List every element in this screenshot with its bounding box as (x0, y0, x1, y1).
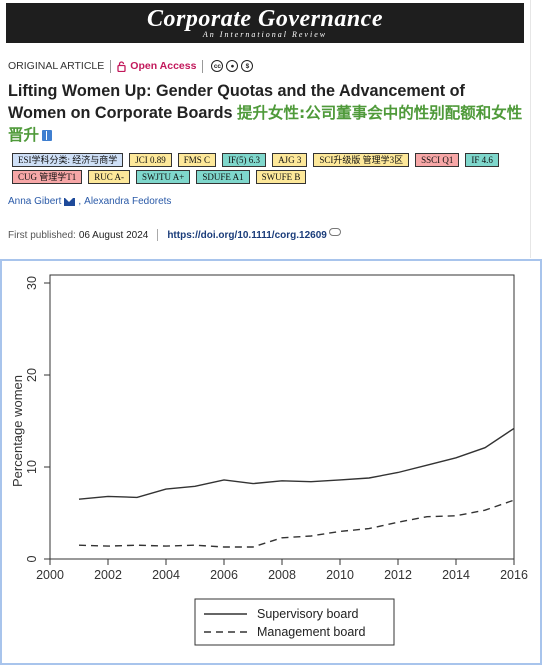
author-list: Anna Gibert , Alexandra Fedorets (8, 196, 171, 207)
open-access-badge[interactable]: Open Access (117, 60, 196, 72)
series-line-management-board (78, 499, 515, 548)
rank-badge: JCI 0.89 (129, 153, 172, 167)
y-axis-label: Percentage women (10, 375, 25, 487)
author-name[interactable]: Alexandra Fedorets (84, 196, 172, 207)
article-card: Corporate Governance An International Re… (0, 0, 531, 258)
publication-info: First published: 06 August 2024 https://… (8, 228, 341, 241)
rank-badge: RUC A- (88, 170, 131, 184)
rank-badge: SDUFE A1 (196, 170, 250, 184)
rank-badge: FMS C (177, 153, 217, 167)
x-tick-label: 2014 (442, 568, 470, 582)
rank-badge: SSCI Q1 (415, 153, 460, 167)
rank-badge: SWJTU A+ (136, 170, 191, 184)
y-tick-label: 20 (25, 368, 39, 382)
rank-badge: IF(5) 6.3 (222, 153, 267, 167)
x-tick-label: 2002 (94, 568, 122, 582)
journal-rank-badges: ESI学科分类: 经济与商学 JCI 0.89 FMS C IF(5) 6.3 AJG … (12, 153, 522, 184)
article-title: Lifting Women Up: Gender Quotas and the … (8, 80, 523, 146)
legend-label: Supervisory board (257, 607, 358, 621)
journal-title: Corporate Governance (147, 6, 383, 32)
rank-badge: ESI学科分类: 经济与商学 (12, 153, 124, 167)
x-tick-label: 2000 (36, 568, 64, 582)
license-icons[interactable]: cc ● $ (211, 60, 254, 72)
author-separator: , (78, 196, 82, 207)
divider (110, 59, 112, 73)
published-label: First published: (8, 229, 76, 241)
attribution-icon: ● (226, 60, 239, 72)
book-icon[interactable] (42, 130, 53, 141)
doi-link[interactable]: https://doi.org/10.1111/corg.12609 (167, 229, 327, 241)
x-tick-label: 2008 (268, 568, 296, 582)
article-type: ORIGINAL ARTICLE (8, 60, 105, 72)
journal-banner[interactable]: Corporate Governance An International Re… (6, 3, 524, 43)
plot-frame (49, 274, 515, 560)
x-tick-label: 2012 (384, 568, 412, 582)
rank-badge: AJG 3 (272, 153, 308, 167)
divider (202, 59, 204, 73)
x-tick-label: 2004 (152, 568, 180, 582)
noncommercial-icon: $ (241, 60, 254, 72)
legend-label: Management board (257, 625, 365, 639)
article-meta: ORIGINAL ARTICLE Open Access cc ● $ (8, 58, 254, 74)
x-tick-label: 2006 (210, 568, 238, 582)
link-icon[interactable] (328, 228, 341, 236)
rank-badge: SCI升级版 管理学3区 (313, 153, 410, 167)
chart-panel: 0 10 20 30 2000 2002 2004 2006 2008 2010 2012 2014 2… (0, 259, 542, 665)
article-title-zh: 提升女性:公司董事会中的性别配额和女性晋升 (8, 104, 523, 144)
unlock-icon (117, 60, 126, 72)
chart-legend (194, 598, 395, 646)
y-tick-label: 0 (25, 555, 39, 562)
journal-subtitle: An International Review (202, 30, 328, 39)
rank-badge: CUG 管理学T1 (12, 170, 83, 184)
divider (157, 229, 159, 241)
author-name[interactable]: Anna Gibert (8, 196, 62, 207)
y-tick-label: 10 (25, 460, 39, 474)
x-tick-label: 2016 (500, 568, 528, 582)
article-title-en: Lifting Women Up: Gender Quotas and the … (8, 82, 465, 122)
series-line-supervisory-board (78, 427, 515, 500)
rank-badge: IF 4.6 (465, 153, 499, 167)
line-chart: 0 10 20 30 2000 2002 2004 2006 2008 2010 2012 2014 2… (10, 274, 528, 646)
x-tick-label: 2010 (326, 568, 354, 582)
cc-icon: cc (211, 60, 224, 72)
open-access-label: Open Access (130, 60, 197, 72)
email-icon[interactable] (64, 197, 76, 206)
y-tick-label: 30 (25, 276, 39, 290)
published-date: 06 August 2024 (78, 229, 149, 241)
rank-badge: SWUFE B (255, 170, 307, 184)
